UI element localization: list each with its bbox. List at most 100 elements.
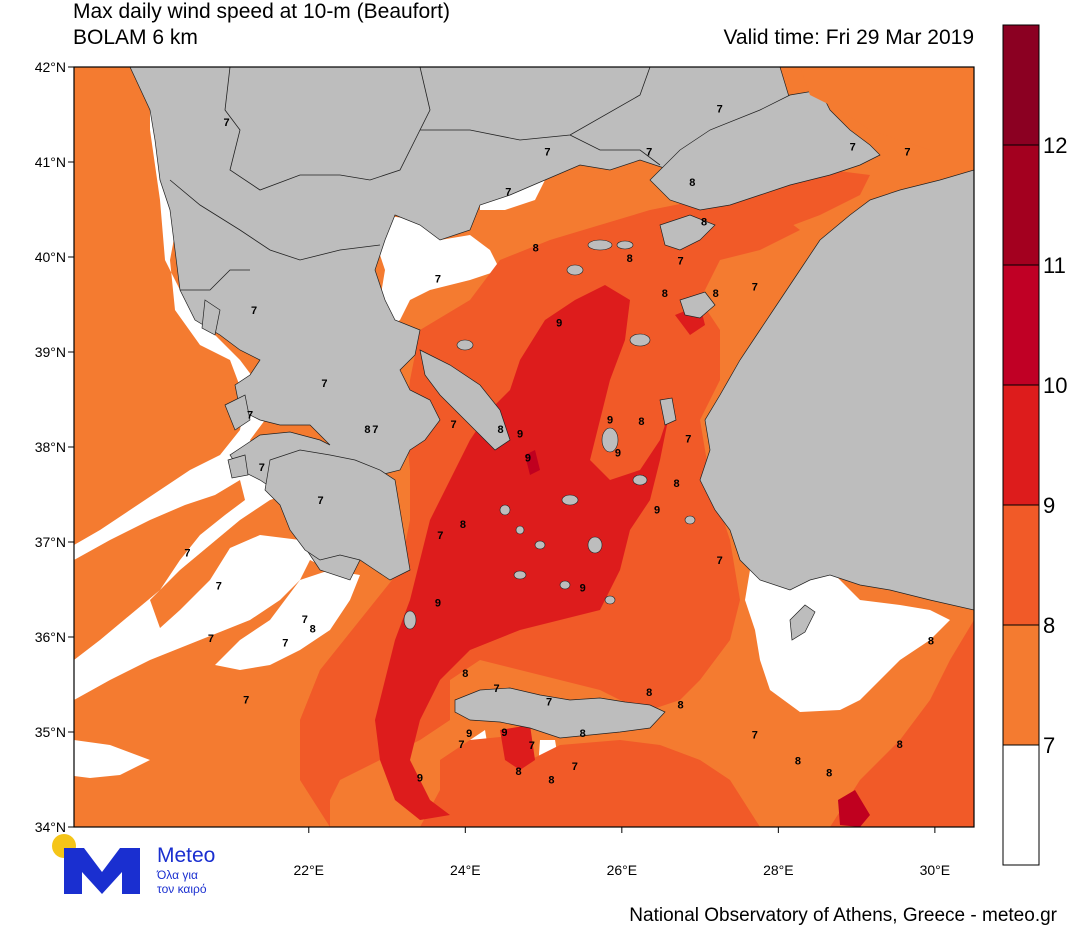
- contour-label: 7: [259, 462, 265, 474]
- contour-label: 8: [677, 699, 683, 711]
- contour-label: 9: [501, 727, 507, 739]
- contour-label: 7: [435, 274, 441, 286]
- contour-label: 8: [310, 623, 316, 635]
- calm-area-ionian: [74, 70, 330, 700]
- contour-label: 7: [243, 695, 249, 707]
- colorbar-box: [1002, 24, 1040, 146]
- land-gallipoli: [659, 214, 716, 251]
- lat-label: 39°N: [35, 344, 66, 360]
- contour-label: 8: [638, 416, 644, 428]
- contour-label: 8: [713, 288, 719, 300]
- contour-label: 8: [674, 478, 680, 490]
- meteo-logo: [50, 832, 210, 902]
- calm-area-south-peloponnese: [215, 570, 360, 670]
- land-anatolia: [699, 169, 974, 611]
- valid-time: Valid time: Fri 29 Mar 2019: [723, 26, 974, 49]
- lon-label: 26°E: [607, 862, 638, 878]
- contour-label: 7: [458, 739, 464, 751]
- logo-tagline-1: Όλα για: [157, 868, 198, 882]
- colorbar-label: 10: [1043, 373, 1067, 398]
- contour-label: 8: [580, 728, 586, 740]
- contour-label: 7: [850, 142, 856, 154]
- sea-bf10-cyclades: [525, 450, 540, 475]
- land-crete: [454, 687, 666, 739]
- contour-label: 7: [717, 104, 723, 116]
- lat-label: 36°N: [35, 629, 66, 645]
- sea-black-sea: [800, 67, 974, 150]
- colorbar-box: [1002, 744, 1040, 866]
- lon-label: 24°E: [450, 862, 481, 878]
- contour-label: 7: [677, 256, 683, 268]
- logo-tagline-2: τον καιρό: [157, 882, 207, 896]
- contour-label: 7: [904, 146, 910, 158]
- lat-label: 42°N: [35, 59, 66, 75]
- contour-label: 9: [525, 452, 531, 464]
- colorbar-box: [1002, 144, 1040, 266]
- credit-text: National Observatory of Athens, Greece -…: [629, 905, 1057, 926]
- contour-label: 7: [494, 683, 500, 695]
- contour-label: 9: [435, 598, 441, 610]
- contour-label: 9: [466, 728, 472, 740]
- colorbar-label: 11: [1043, 253, 1066, 278]
- contour-label: 8: [897, 739, 903, 751]
- lon-label: 22°E: [294, 862, 325, 878]
- contour-label: 8: [928, 636, 934, 648]
- sea-bf10-rhodes: [838, 790, 870, 827]
- contour-label: 9: [517, 429, 523, 441]
- contour-label: 7: [251, 305, 257, 317]
- lat-label: 35°N: [35, 724, 66, 740]
- sea-bf9: [375, 285, 670, 820]
- calm-area-chalkidiki: [375, 215, 500, 330]
- contour-label: 7: [247, 410, 253, 422]
- contour-label: 9: [417, 772, 423, 784]
- lon-label: 28°E: [763, 862, 794, 878]
- land-euboea: [419, 349, 511, 451]
- contour-label: 7: [646, 146, 652, 158]
- meteo-m-icon: [64, 848, 140, 894]
- contour-label: 9: [607, 414, 613, 426]
- lat-label: 40°N: [35, 249, 66, 265]
- contour-label: 7: [544, 146, 550, 158]
- contour-label: 8: [826, 768, 832, 780]
- contour-label: 7: [208, 633, 214, 645]
- contour-label: 9: [580, 582, 586, 594]
- calm-area-dodecanese: [745, 555, 950, 712]
- contour-label: 7: [572, 761, 578, 773]
- land-chios: [659, 397, 677, 426]
- contour-label: 8: [627, 253, 633, 265]
- contour-label: 8: [662, 288, 668, 300]
- contour-label: 8: [548, 774, 554, 786]
- lat-label: 34°N: [35, 819, 66, 835]
- calm-area-west-edge: [74, 740, 150, 778]
- colorbar-label: 8: [1043, 613, 1055, 638]
- contour-label: 7: [685, 433, 691, 445]
- land-kefalonia: [224, 394, 251, 431]
- contour-label: 7: [529, 740, 535, 752]
- land-lesvos: [679, 291, 716, 319]
- contour-label: 8: [515, 766, 521, 778]
- contour-label: 7: [282, 638, 288, 650]
- contour-label: 7: [717, 555, 723, 567]
- sea-bf8-marmara: [720, 170, 870, 240]
- lat-label: 37°N: [35, 534, 66, 550]
- contour-label: 8: [462, 668, 468, 680]
- contour-label: 8: [364, 424, 370, 436]
- land-peloponnese: [264, 449, 411, 581]
- logo-brand: Meteo: [157, 844, 216, 867]
- colorbar-box: [1002, 624, 1040, 746]
- contour-label: 7: [437, 530, 443, 542]
- colorbar-box: [1002, 264, 1040, 386]
- contour-label: 7: [546, 696, 552, 708]
- contour-label: 8: [460, 519, 466, 531]
- contour-label: 8: [689, 177, 695, 189]
- axis-layer: 42°N 41°N 40°N 39°N 38°N 37°N 36°N 35°N 34°N 22°E…: [35, 59, 950, 878]
- cyclades-islands: [403, 239, 696, 630]
- model-name: BOLAM 6 km: [73, 26, 198, 49]
- contour-label: 7: [372, 424, 378, 436]
- contour-label: 8: [533, 242, 539, 254]
- contour-label: 7: [451, 419, 457, 431]
- land-corfu: [201, 299, 221, 336]
- map-body: [74, 67, 974, 827]
- sea-bf8-east: [830, 620, 974, 827]
